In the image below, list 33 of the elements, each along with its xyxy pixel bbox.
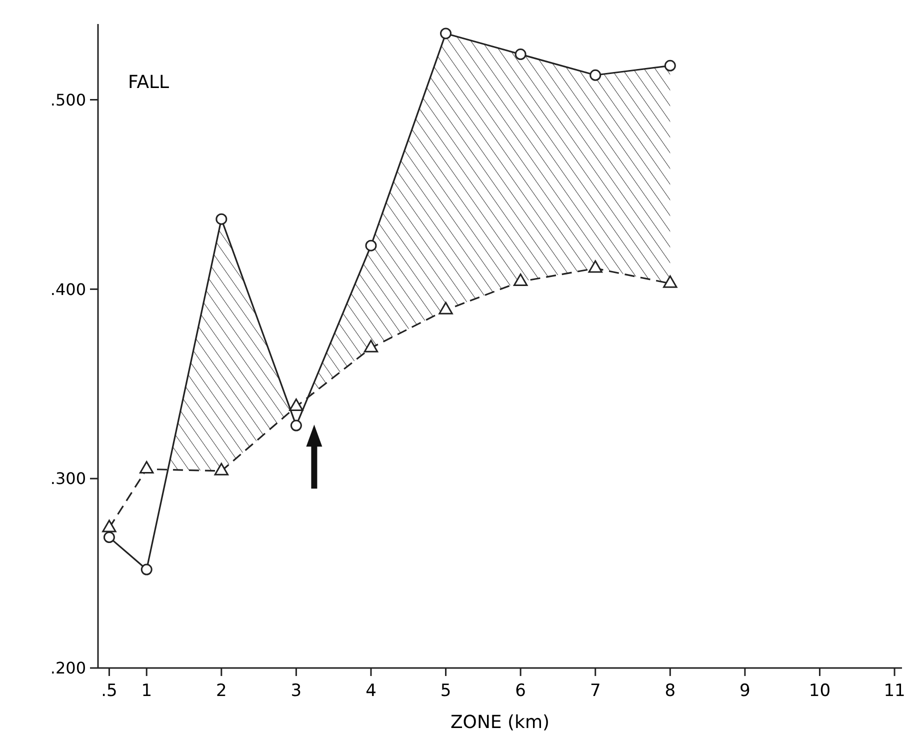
point bbox=[214, 462, 229, 476]
x-tick-label: 4 bbox=[366, 681, 376, 701]
point bbox=[365, 240, 377, 252]
x-tick-label: 1 bbox=[141, 681, 152, 701]
text: FALL bbox=[128, 72, 170, 93]
x-tick-label: 3 bbox=[290, 681, 302, 701]
x-tick-label: 9 bbox=[740, 681, 750, 701]
point bbox=[590, 69, 602, 81]
x-tick-label: 6 bbox=[515, 681, 526, 701]
x-tick-label: 10 bbox=[808, 681, 831, 701]
point bbox=[289, 398, 304, 412]
point bbox=[364, 340, 378, 352]
x-tick-label: 11 bbox=[884, 681, 906, 701]
y-tick-label: .500 bbox=[50, 90, 86, 110]
point bbox=[140, 461, 154, 474]
point bbox=[438, 302, 453, 314]
point bbox=[588, 260, 602, 273]
point bbox=[514, 48, 526, 60]
point bbox=[663, 275, 678, 288]
y-tick-label: .200 bbox=[50, 658, 86, 678]
point bbox=[440, 28, 452, 40]
x-tick-label: 2 bbox=[216, 681, 227, 701]
x-tick-label: 8 bbox=[664, 681, 676, 701]
x-tick-label: 7 bbox=[590, 681, 601, 701]
y-tick-label: .300 bbox=[50, 469, 86, 488]
x-axis-title: ZONE (km) bbox=[450, 712, 550, 733]
point bbox=[513, 274, 528, 286]
y-tick-label: .400 bbox=[50, 280, 86, 299]
point bbox=[102, 520, 116, 532]
x-tick-label: .5 bbox=[101, 681, 118, 701]
point bbox=[664, 60, 676, 72]
point bbox=[216, 213, 228, 225]
x-tick-label: 5 bbox=[440, 681, 452, 701]
